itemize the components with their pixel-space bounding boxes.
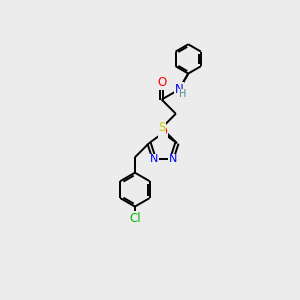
- Text: N: N: [169, 154, 177, 164]
- Text: O: O: [159, 127, 167, 137]
- Text: N: N: [149, 154, 158, 164]
- Text: N: N: [175, 83, 183, 96]
- Text: O: O: [157, 76, 166, 89]
- Text: Cl: Cl: [129, 212, 141, 225]
- Text: H: H: [179, 89, 187, 99]
- Text: S: S: [158, 122, 165, 134]
